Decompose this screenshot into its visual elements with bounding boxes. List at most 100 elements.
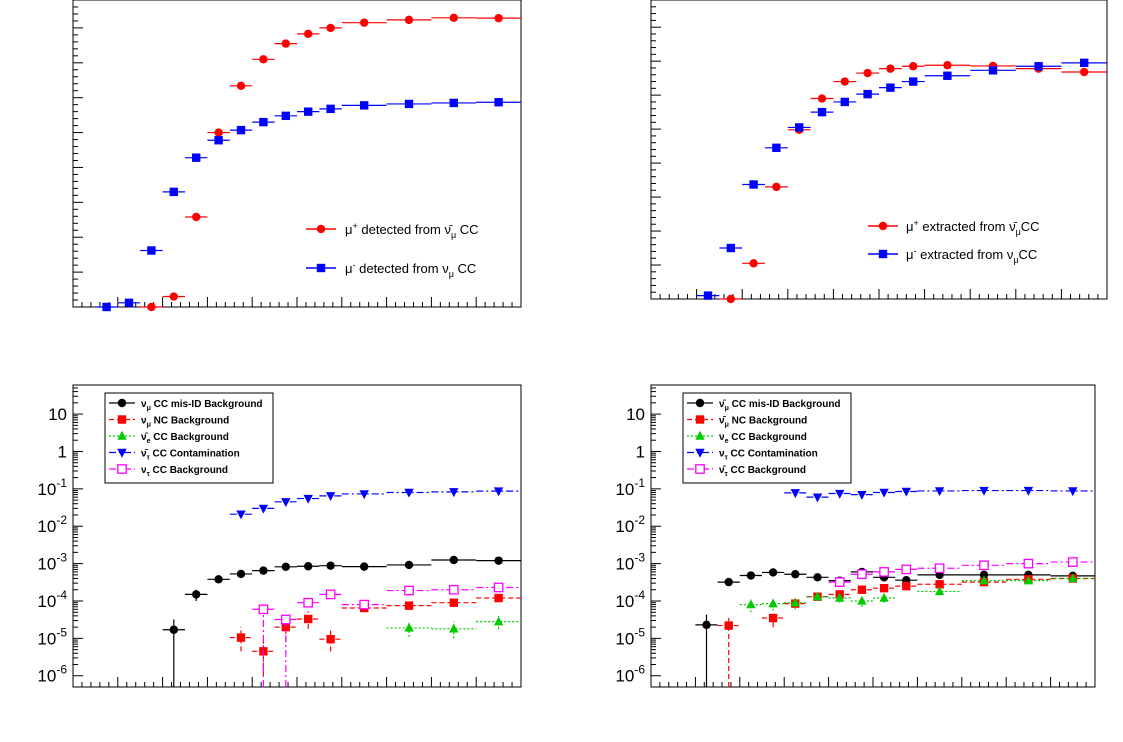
data-point xyxy=(258,604,269,615)
data-point xyxy=(494,98,503,107)
legend-label: μ+ detected from ν̄μ CC xyxy=(345,221,479,240)
legend-entry-2: ν̄μ NC Background xyxy=(687,415,807,429)
data-point xyxy=(857,569,867,580)
chart-panel-4: 10-6 10-5 10-4 10-3 10-2 10-1 1 10 ν̄μ CC mis-ID… xyxy=(615,384,1096,688)
y-tick-label: 10-4 xyxy=(615,588,645,611)
data-point xyxy=(493,616,504,626)
data-point xyxy=(326,23,335,33)
data-point xyxy=(1068,573,1078,583)
data-point xyxy=(979,570,989,580)
data-point xyxy=(281,111,290,121)
legend-box xyxy=(104,392,274,484)
legend-box xyxy=(682,392,852,484)
data-point xyxy=(943,61,952,70)
legend-entry-4: ντ CC Contamination xyxy=(687,449,818,462)
legend-marker xyxy=(117,448,127,458)
data-point xyxy=(325,589,336,600)
data-point xyxy=(703,291,713,300)
data-point xyxy=(749,259,758,268)
series-2 xyxy=(229,593,521,676)
legend-marker xyxy=(695,448,705,458)
data-point xyxy=(935,580,944,589)
legend-entry-5: ν̄τ CC Background xyxy=(687,464,806,478)
chart-panel-1: μ+ detected from ν̄μ CC μ- detected from … xyxy=(72,0,522,312)
data-point xyxy=(879,583,889,593)
data-point xyxy=(863,89,872,99)
data-point xyxy=(1023,558,1034,569)
series-1 xyxy=(140,13,521,312)
data-point xyxy=(303,494,313,504)
data-point xyxy=(449,555,458,565)
data-point xyxy=(404,15,414,25)
data-point xyxy=(724,621,733,630)
data-point xyxy=(768,568,778,577)
data-point xyxy=(909,77,918,86)
data-point xyxy=(943,71,952,80)
data-point xyxy=(404,99,414,109)
data-point xyxy=(726,243,735,253)
legend-entry-2: μ- detected from νμ CC xyxy=(306,260,476,279)
data-point xyxy=(147,302,156,312)
legend-marker xyxy=(695,430,705,440)
data-point xyxy=(236,633,246,642)
data-point xyxy=(326,104,335,114)
data-point xyxy=(404,488,414,498)
data-point xyxy=(169,187,178,197)
legend-marker xyxy=(878,221,888,231)
data-point xyxy=(857,595,867,605)
data-point xyxy=(404,622,414,632)
data-point xyxy=(214,136,223,145)
data-point xyxy=(791,570,800,579)
data-point xyxy=(304,29,313,39)
data-point xyxy=(236,510,246,520)
data-point xyxy=(259,117,268,127)
series-4 xyxy=(784,486,1095,503)
data-point xyxy=(1067,557,1078,567)
data-point xyxy=(281,498,291,508)
legend-entry-3: νe CC Background xyxy=(687,430,807,445)
data-point xyxy=(259,566,268,575)
legend-label: ν̄τ CC Background xyxy=(719,465,806,478)
data-point xyxy=(1080,67,1089,77)
data-point xyxy=(886,83,895,92)
legend-entry-1: μ+ detected from ν̄μ CC xyxy=(306,221,479,240)
data-point xyxy=(834,577,845,587)
y-tick-label: 10-2 xyxy=(615,513,645,536)
data-point xyxy=(746,571,756,580)
data-point xyxy=(724,577,733,587)
data-point xyxy=(795,123,804,132)
legend-label: νe CC Background xyxy=(719,432,807,445)
data-point xyxy=(449,13,458,22)
data-point xyxy=(493,487,504,497)
data-point xyxy=(857,585,867,594)
legend-label: νμ NC Background xyxy=(141,416,229,429)
data-point xyxy=(494,556,503,565)
legend-entry-1: μ+ extracted from ν̄μCC xyxy=(868,218,1040,237)
data-point xyxy=(236,569,246,579)
legend-label: ντ CC Background xyxy=(141,465,228,478)
y-tick-label: 10-1 xyxy=(37,476,67,499)
legend-label: ν̄μ NC Background xyxy=(719,416,807,429)
legend-entry-1: νμ CC mis-ID Background xyxy=(109,398,263,412)
legend-entry-2: μ- extracted from νμCC xyxy=(868,246,1037,265)
legend-entry-4: ν̄τ CC Contamination xyxy=(109,449,240,462)
data-point xyxy=(817,107,827,117)
y-tick-label: 10-6 xyxy=(37,663,67,686)
data-point xyxy=(1023,486,1034,496)
data-point xyxy=(901,487,911,497)
y-tick-label: 10 xyxy=(626,405,645,424)
data-point xyxy=(494,13,503,23)
series-5 xyxy=(828,557,1095,587)
data-point xyxy=(934,586,945,596)
data-point xyxy=(879,488,889,498)
data-point xyxy=(857,490,867,500)
data-point xyxy=(988,66,998,75)
series-4 xyxy=(229,487,521,520)
chart-panel-3: 10-6 10-5 10-4 10-3 10-2 10-1 1 10 νμ CC mis-ID … xyxy=(37,384,522,688)
data-point xyxy=(813,573,822,582)
data-point xyxy=(909,62,918,71)
data-point xyxy=(449,98,458,108)
data-point xyxy=(169,292,178,301)
data-point xyxy=(359,490,369,500)
